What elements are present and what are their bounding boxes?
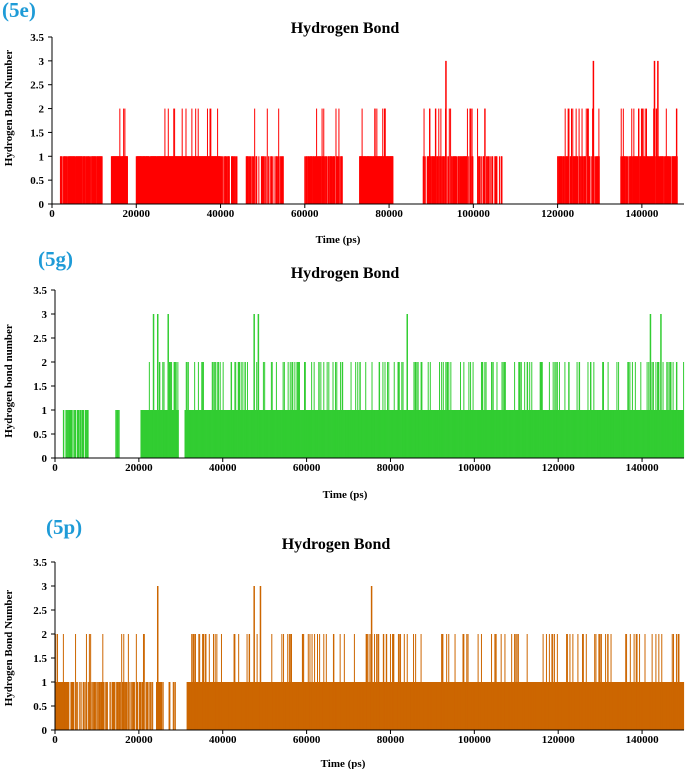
x-tick-label: 100000 (458, 734, 492, 746)
y-tick-label: 0.5 (30, 175, 44, 187)
plot-area-5e: 0 0.5 1 1.5 2 2.5 3 3.5 0 20000 40000 60000 80000 100… (30, 32, 684, 220)
x-tick-label: 20000 (123, 208, 151, 220)
x-tick-label: 0 (52, 734, 58, 746)
y-tick-label: 0 (42, 725, 48, 737)
y-tick-label: 1 (39, 151, 45, 163)
y-tick-label: 3.5 (33, 285, 47, 297)
y-axis-label-5g: Hydrogen bond number (3, 324, 15, 438)
panel-5p: (5p) Hydrogen Bond Hydrogen Bond Number … (3, 515, 685, 769)
y-tick-label: 0.5 (33, 701, 47, 713)
x-tick-label: 100000 (457, 208, 491, 220)
x-tick-label: 40000 (209, 734, 237, 746)
panel-label-5e: (5e) (2, 0, 36, 22)
plot-area-5g: 0 0.5 1 1.5 2 2.5 3 3.5 0 20000 40000 60000 80000 100… (33, 285, 685, 474)
plot-area-5p: 0 0.5 1 1.5 2 2.5 3 3.5 0 20000 40000 60000 80000 100… (33, 557, 685, 746)
chart-title-5e: Hydrogen Bond (291, 20, 400, 37)
x-tick-label: 120000 (541, 208, 575, 220)
x-tick-label: 60000 (293, 734, 321, 746)
y-tick-label: 1.5 (33, 381, 47, 393)
panel-label-5g: (5g) (38, 247, 73, 271)
x-tick-label: 140000 (626, 734, 660, 746)
y-tick-label: 3 (42, 581, 48, 593)
y-tick-label: 1 (42, 677, 48, 689)
y-tick-label: 1 (42, 405, 48, 417)
y-axis-label-5p: Hydrogen Bond Number (3, 590, 15, 707)
panel-label-5p: (5p) (46, 515, 82, 539)
y-tick-label: 3 (42, 309, 48, 321)
y-tick-label: 2 (42, 357, 48, 369)
y-axis-label-5e: Hydrogen Bond Number (3, 50, 15, 167)
svg-text:Hydrogen bond number: Hydrogen bond number (3, 324, 15, 438)
x-axis-label-5p: Time (ps) (321, 758, 366, 769)
y-tick-label: 0 (39, 199, 45, 211)
y-tick-label: 2.5 (33, 605, 47, 617)
x-tick-label: 20000 (125, 462, 153, 474)
x-tick-label: 40000 (207, 208, 235, 220)
x-axis-label-5e: Time (ps) (316, 234, 361, 246)
x-tick-label: 80000 (377, 462, 405, 474)
x-tick-label: 60000 (291, 208, 319, 220)
x-tick-label: 20000 (125, 734, 153, 746)
series-trace (59, 60, 678, 204)
y-tick-label: 2 (39, 104, 45, 116)
svg-text:Hydrogen Bond Number: Hydrogen Bond Number (3, 590, 15, 707)
y-tick-label: 0 (42, 453, 48, 465)
x-tick-label: 0 (49, 208, 55, 220)
y-tick-label: 3.5 (33, 557, 47, 569)
x-tick-label: 120000 (542, 734, 576, 746)
x-tick-label: 140000 (626, 462, 660, 474)
y-tick-label: 3.5 (30, 32, 44, 44)
chart-title-5p: Hydrogen Bond (282, 536, 391, 553)
x-tick-label: 140000 (625, 208, 659, 220)
x-tick-label: 40000 (209, 462, 237, 474)
y-tick-label: 0.5 (33, 429, 47, 441)
panel-5e: (5e) Hydrogen Bond Hydrogen Bond Number … (2, 0, 684, 246)
y-tick-label: 2 (42, 629, 48, 641)
x-tick-label: 80000 (377, 734, 405, 746)
x-tick-label: 60000 (293, 462, 321, 474)
x-axis-label-5g: Time (ps) (323, 489, 368, 501)
x-tick-label: 80000 (375, 208, 403, 220)
x-tick-label: 100000 (458, 462, 492, 474)
y-tick-label: 3 (39, 56, 45, 68)
y-tick-label: 2.5 (33, 333, 47, 345)
panel-5g: (5g) Hydrogen Bond Hydrogen bond number … (3, 247, 685, 501)
svg-text:Hydrogen Bond Number: Hydrogen Bond Number (3, 50, 15, 167)
y-tick-label: 1.5 (33, 653, 47, 665)
series-trace (54, 586, 685, 730)
x-tick-label: 120000 (542, 462, 576, 474)
y-tick-label: 2.5 (30, 80, 44, 92)
y-tick-label: 1.5 (30, 127, 44, 139)
x-tick-label: 0 (52, 462, 58, 474)
series-trace (62, 314, 685, 458)
chart-title-5g: Hydrogen Bond (291, 265, 400, 282)
